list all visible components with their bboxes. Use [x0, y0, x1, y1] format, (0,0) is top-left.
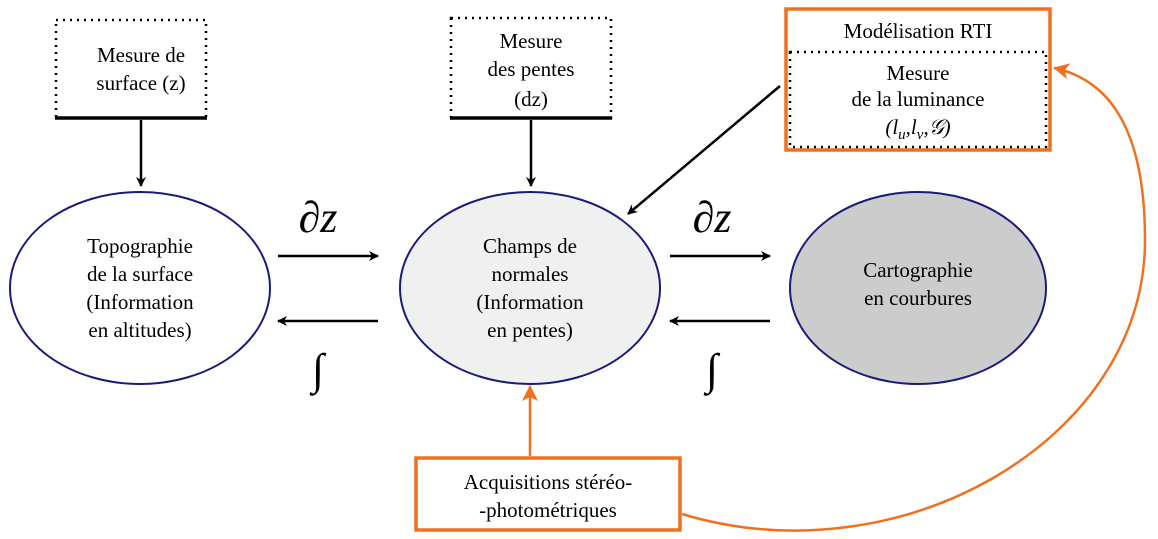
derivative-label: ∂z [693, 193, 732, 242]
acquisition-box [414, 456, 682, 532]
arrow [627, 85, 781, 215]
orange-curve [681, 63, 1147, 532]
math-part: (l [885, 115, 898, 139]
input-text: surface (z) [96, 71, 185, 95]
node-text: en pentes) [487, 318, 573, 342]
acquisition-text: Acquisitions stéréo- [464, 470, 633, 494]
input-text: Mesure [500, 29, 563, 53]
node [399, 191, 661, 385]
node-text: (Information [476, 290, 584, 314]
node-text: en altitudes) [88, 318, 191, 342]
node [789, 191, 1047, 385]
node-text: Champs de [483, 234, 577, 258]
rti-box [784, 7, 1052, 152]
input-text: Mesure de [97, 43, 185, 67]
input-text: (dz) [514, 87, 548, 111]
input-box [449, 16, 613, 120]
node-text: (Information [86, 290, 194, 314]
math-part: ,l [906, 115, 917, 139]
rti-title: Modélisation RTI [844, 19, 993, 43]
math-sub: v [917, 127, 924, 143]
integral-label: ∫ [309, 345, 327, 396]
integral-label: ∫ [703, 345, 721, 396]
rti-math: (lu,lv,𝒢) [885, 115, 950, 143]
math-sub: u [898, 127, 906, 143]
acquisition-text: -photométriques [479, 498, 617, 522]
derivative-label: ∂z [299, 193, 338, 242]
rti-inner-box [788, 50, 1048, 149]
math-part: ,𝒢) [923, 115, 950, 139]
node-text: Topographie [87, 234, 193, 258]
input-box [54, 18, 208, 120]
node-text: de la surface [87, 262, 193, 286]
node-text: en courbures [864, 286, 972, 310]
node-text: Cartographie [863, 258, 973, 282]
rti-text: de la luminance [852, 87, 985, 111]
input-text: des pentes [488, 57, 575, 81]
node-text: normales [492, 262, 569, 286]
rti-text: Mesure [887, 61, 950, 85]
node [9, 191, 271, 385]
